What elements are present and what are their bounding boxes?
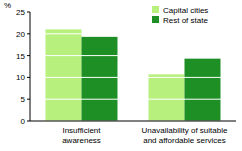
label-line: awareness [62, 136, 101, 145]
axis-label: % [4, 1, 11, 10]
grid-line [30, 99, 236, 100]
grid-line [30, 121, 236, 122]
tick-label: 15 [16, 52, 25, 61]
bars [46, 29, 221, 121]
tick-label: 20 [16, 30, 25, 39]
y-axis [30, 12, 31, 121]
chart: 0 5 10 15 20 25% Insufficientawareness Unavaila… [0, 0, 242, 151]
tick-label: 5 [21, 95, 26, 104]
bar [185, 59, 221, 121]
grid-line [30, 33, 236, 34]
label-line: Unavailability of suitable [142, 126, 228, 135]
legend-swatch [152, 6, 159, 13]
legend-label: Capital cities [163, 6, 208, 15]
legend-label: Rest of state [163, 16, 208, 25]
tick-label: 0 [21, 117, 26, 126]
grid-line [30, 77, 236, 78]
bar [149, 74, 185, 121]
bar [82, 37, 118, 121]
legend-swatch [152, 16, 159, 23]
tick-label: 25 [16, 8, 25, 17]
grid-line [30, 55, 236, 56]
x-axis [30, 121, 236, 122]
bar [46, 29, 82, 121]
label-line: and affordable services [143, 136, 226, 145]
tick-label: 10 [16, 73, 25, 82]
category-label: Unavailability of suitableand affordable… [142, 126, 228, 145]
label-line: Insufficient [62, 126, 101, 135]
category-label: Insufficientawareness [62, 126, 101, 145]
